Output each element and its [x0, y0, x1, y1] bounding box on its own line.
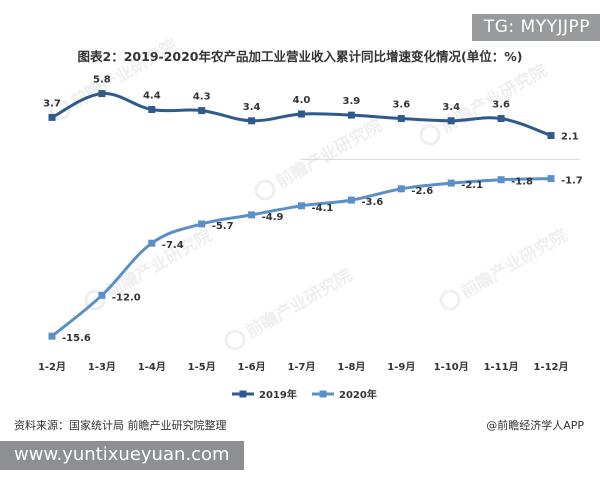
data-label: -5.7 — [212, 221, 234, 232]
data-point — [48, 332, 56, 340]
data-label: -3.6 — [361, 197, 383, 208]
data-point — [198, 220, 206, 228]
data-point — [347, 196, 355, 204]
x-tick-label: 1-7月 — [287, 361, 315, 373]
data-label: -7.4 — [162, 240, 184, 251]
chart-title: 图表2：2019-2020年农产品加工业营业收入累计同比增速变化情况(单位：%) — [78, 49, 523, 64]
data-point — [248, 117, 256, 125]
legend: 2019年 2020年 — [232, 388, 377, 401]
watermark-logo: 前瞻产业研究院 — [224, 265, 356, 351]
data-label: 2.1 — [561, 132, 579, 143]
data-point — [397, 185, 405, 193]
data-label: -15.6 — [62, 333, 91, 344]
data-label: 3.6 — [392, 100, 410, 111]
x-tick-label: 1-8月 — [337, 361, 365, 373]
watermark-logo: 前瞻产业研究院 — [419, 60, 551, 146]
watermark-logo: 前瞻产业研究院 — [84, 225, 216, 311]
x-axis-tick-labels: 1-2月 1-3月 1-4月 1-5月 1-6月 1-7月 1-8月 1-9月 1-10月 1-1… — [38, 361, 569, 373]
data-point — [248, 211, 256, 219]
x-tick-label: 1-12月 — [533, 361, 568, 373]
legend-item-2020年: 2020年 — [312, 388, 377, 401]
data-point — [98, 90, 106, 98]
data-label: -2.6 — [411, 186, 433, 197]
data-point — [298, 110, 305, 118]
watermark-logo-text: 前瞻产业研究院 — [67, 35, 181, 113]
data-point — [497, 115, 505, 123]
watermark-logo-text: 前瞻产业研究院 — [272, 115, 386, 193]
legend-label: 2020年 — [339, 388, 377, 401]
series-2019年: 3.7 5.8 4.4 4.3 3.4 4.0 3.9 3.6 3.4 3.6 2.1 — [43, 75, 579, 143]
data-point — [497, 176, 505, 184]
data-label: 5.8 — [93, 75, 111, 86]
legend-label: 2019年 — [259, 388, 297, 401]
data-label: -1.7 — [561, 176, 583, 187]
x-tick-label: 1-10月 — [434, 361, 469, 373]
x-tick-label: 1-4月 — [138, 361, 166, 373]
data-point — [547, 175, 555, 183]
data-label: -4.1 — [312, 203, 334, 214]
x-tick-label: 1-11月 — [484, 361, 519, 373]
data-label: 3.4 — [243, 102, 261, 113]
watermark-url: www.yuntixueyuan.com — [0, 441, 244, 470]
legend-swatch-marker — [319, 390, 327, 398]
series-2020年: -15.6 -12.0 -7.4 -5.7 -4.9 -4.1 -3.6 -2.6 -2.1 -1… — [48, 175, 583, 344]
data-label: 3.6 — [492, 100, 510, 111]
data-label: 3.9 — [343, 96, 361, 107]
data-point — [98, 291, 106, 299]
data-label: 4.3 — [193, 92, 211, 103]
x-tick-label: 1-5月 — [188, 361, 216, 373]
data-point — [447, 117, 455, 125]
data-label: 4.4 — [143, 90, 161, 101]
x-tick-label: 1-2月 — [38, 361, 66, 373]
data-label: 4.0 — [293, 95, 311, 106]
x-tick-label: 1-9月 — [387, 361, 415, 373]
data-label: -2.1 — [461, 180, 483, 191]
data-point — [148, 105, 156, 113]
watermark-logo-icon — [224, 329, 246, 351]
watermark-layer: 前瞻产业研究院前瞻产业研究院前瞻产业研究院前瞻产业研究院前瞻产业研究院前瞻产业研… — [49, 35, 571, 351]
watermark-logo-text: 前瞻产业研究院 — [457, 225, 571, 303]
data-point — [397, 115, 405, 123]
watermark-logo-text: 前瞻产业研究院 — [102, 225, 216, 303]
data-point — [298, 202, 305, 210]
data-point — [48, 113, 56, 121]
watermark-logo-icon — [419, 124, 441, 146]
data-point — [198, 107, 206, 115]
watermark-logo-text: 前瞻产业研究院 — [242, 265, 356, 343]
legend-item-2019年: 2019年 — [232, 388, 297, 401]
source-note: 资料来源：国家统计局 前瞻产业研究院整理 — [14, 419, 227, 432]
overlay-tag: TG: MYYJJPP — [471, 14, 600, 41]
x-tick-label: 1-6月 — [238, 361, 266, 373]
data-label: -4.9 — [262, 212, 284, 223]
x-tick-label: 1-3月 — [88, 361, 116, 373]
data-point — [347, 111, 355, 119]
data-label: 3.7 — [43, 98, 61, 109]
watermark-logo-icon — [439, 289, 461, 311]
data-label: -1.8 — [511, 177, 533, 188]
watermark-logo-icon — [254, 179, 276, 201]
series-layer: 3.75.84.4 4.33.44.0 3.9 3.6 3.4 3.62.1-15.6-1… — [43, 75, 583, 345]
data-label: -12.0 — [112, 292, 141, 303]
watermark-logo: 前瞻产业研究院 — [439, 225, 571, 311]
brand-note: @前瞻经济学人APP — [486, 419, 584, 432]
data-point — [547, 132, 555, 140]
data-point — [447, 179, 455, 187]
data-label: 3.4 — [442, 102, 460, 113]
data-point — [148, 239, 156, 247]
legend-swatch-marker — [239, 390, 247, 398]
